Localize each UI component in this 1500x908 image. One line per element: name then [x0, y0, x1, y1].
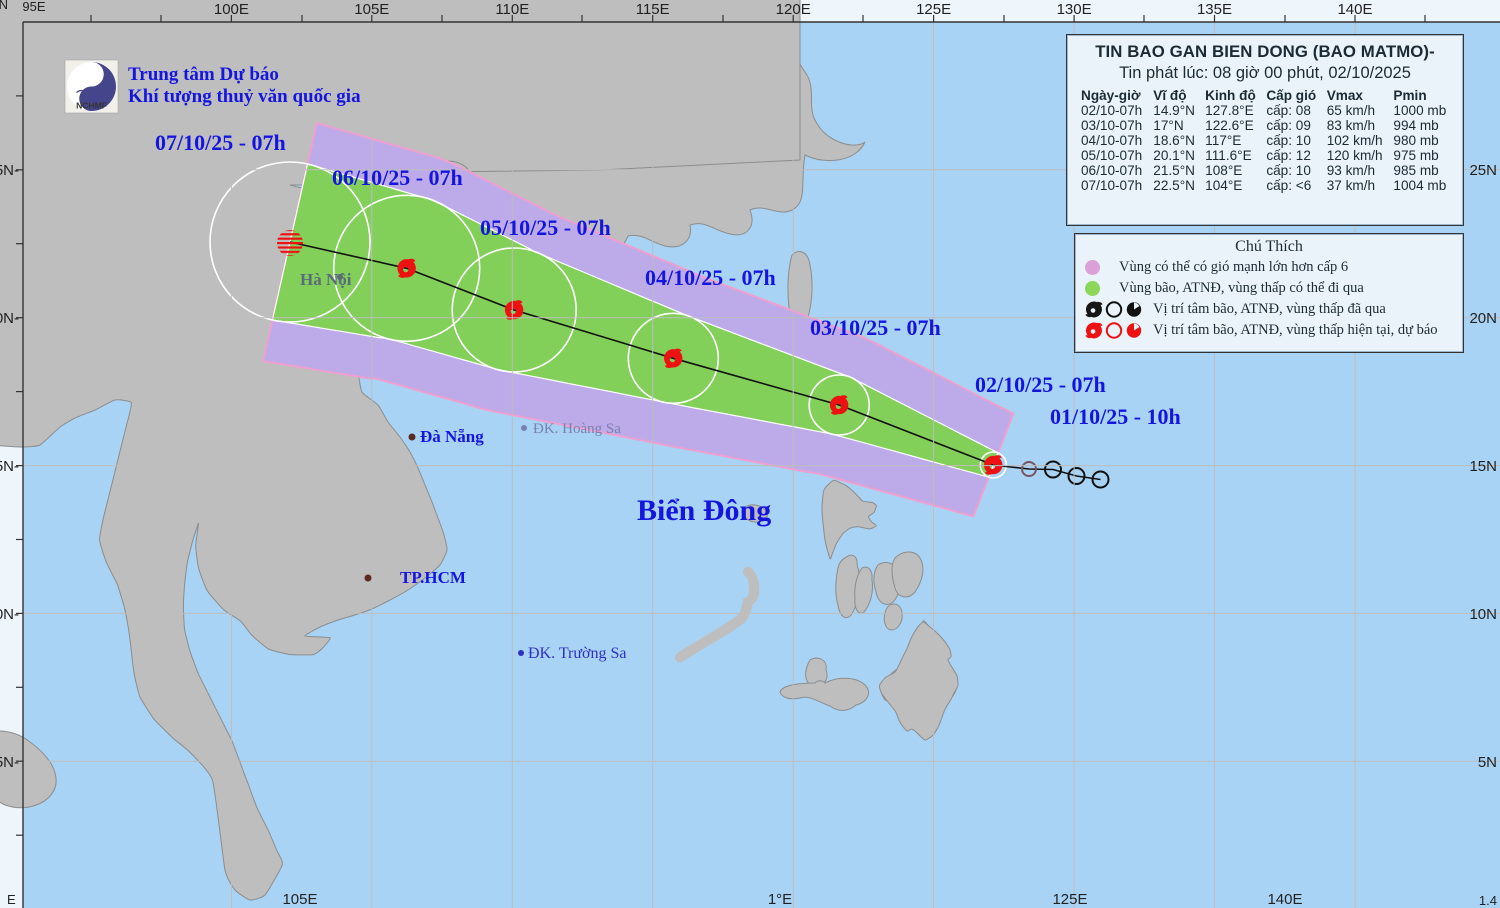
svg-text:Khí tượng thuỷ văn quốc gia: Khí tượng thuỷ văn quốc gia [128, 86, 361, 107]
svg-text:115E: 115E [636, 1, 670, 18]
svg-text:15N: 15N [1469, 458, 1497, 475]
svg-text:25N: 25N [1469, 162, 1497, 179]
svg-text:95E: 95E [22, 0, 45, 14]
svg-text:5N: 5N [1478, 754, 1497, 771]
svg-text:110E: 110E [495, 1, 529, 18]
svg-text:5N-: 5N- [0, 754, 19, 771]
svg-text:ĐK. Trường Sa: ĐK. Trường Sa [528, 645, 627, 662]
svg-text:04/10/25 - 07h: 04/10/25 - 07h [645, 265, 776, 290]
svg-text:06/10/25 - 07h: 06/10/25 - 07h [332, 165, 463, 190]
svg-text:E: E [7, 892, 16, 907]
svg-text:120E: 120E [776, 1, 811, 18]
svg-text:30N: 30N [0, 0, 8, 12]
svg-text:10N-: 10N- [0, 606, 19, 623]
svg-text:ĐK. Hoàng Sa: ĐK. Hoàng Sa [533, 421, 621, 437]
svg-text:140E: 140E [1337, 1, 1372, 18]
svg-text:NCHMF: NCHMF [76, 101, 107, 111]
svg-text:1.4: 1.4 [1479, 893, 1497, 908]
svg-text:03/10/25 - 07h: 03/10/25 - 07h [810, 315, 941, 340]
svg-text:Biển Đông: Biển Đông [637, 494, 771, 527]
svg-text:01/10/25 - 10h: 01/10/25 - 10h [1050, 404, 1181, 429]
svg-text:130E: 130E [1057, 1, 1092, 18]
svg-text:140E: 140E [1267, 891, 1302, 908]
svg-text:125E: 125E [1052, 891, 1087, 908]
svg-text:TP.HCM: TP.HCM [400, 568, 466, 587]
svg-text:135E: 135E [1197, 1, 1232, 18]
svg-text:15N-: 15N- [0, 458, 19, 475]
svg-text:20N: 20N [1469, 310, 1497, 327]
svg-text:02/10/25 - 07h: 02/10/25 - 07h [975, 372, 1106, 397]
svg-text:20N-: 20N- [0, 310, 19, 327]
svg-text:Trung tâm Dự báo: Trung tâm Dự báo [128, 64, 279, 85]
svg-text:105E: 105E [354, 1, 389, 18]
svg-text:Hà Nội: Hà Nội [300, 270, 352, 289]
svg-text:100E: 100E [214, 1, 249, 18]
svg-text:10N: 10N [1469, 606, 1497, 623]
svg-text:07/10/25 - 07h: 07/10/25 - 07h [155, 130, 286, 155]
svg-text:1°E: 1°E [768, 891, 792, 908]
svg-text:05/10/25 - 07h: 05/10/25 - 07h [480, 215, 611, 240]
svg-text:25N-: 25N- [0, 162, 19, 179]
svg-text:105E: 105E [282, 891, 317, 908]
svg-text:125E: 125E [916, 1, 951, 18]
svg-text:Đà Nẵng: Đà Nẵng [420, 427, 484, 446]
